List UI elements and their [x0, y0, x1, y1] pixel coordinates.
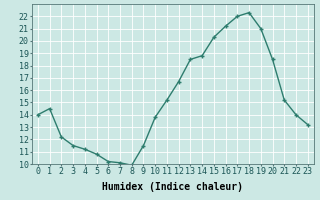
X-axis label: Humidex (Indice chaleur): Humidex (Indice chaleur) — [102, 182, 243, 192]
